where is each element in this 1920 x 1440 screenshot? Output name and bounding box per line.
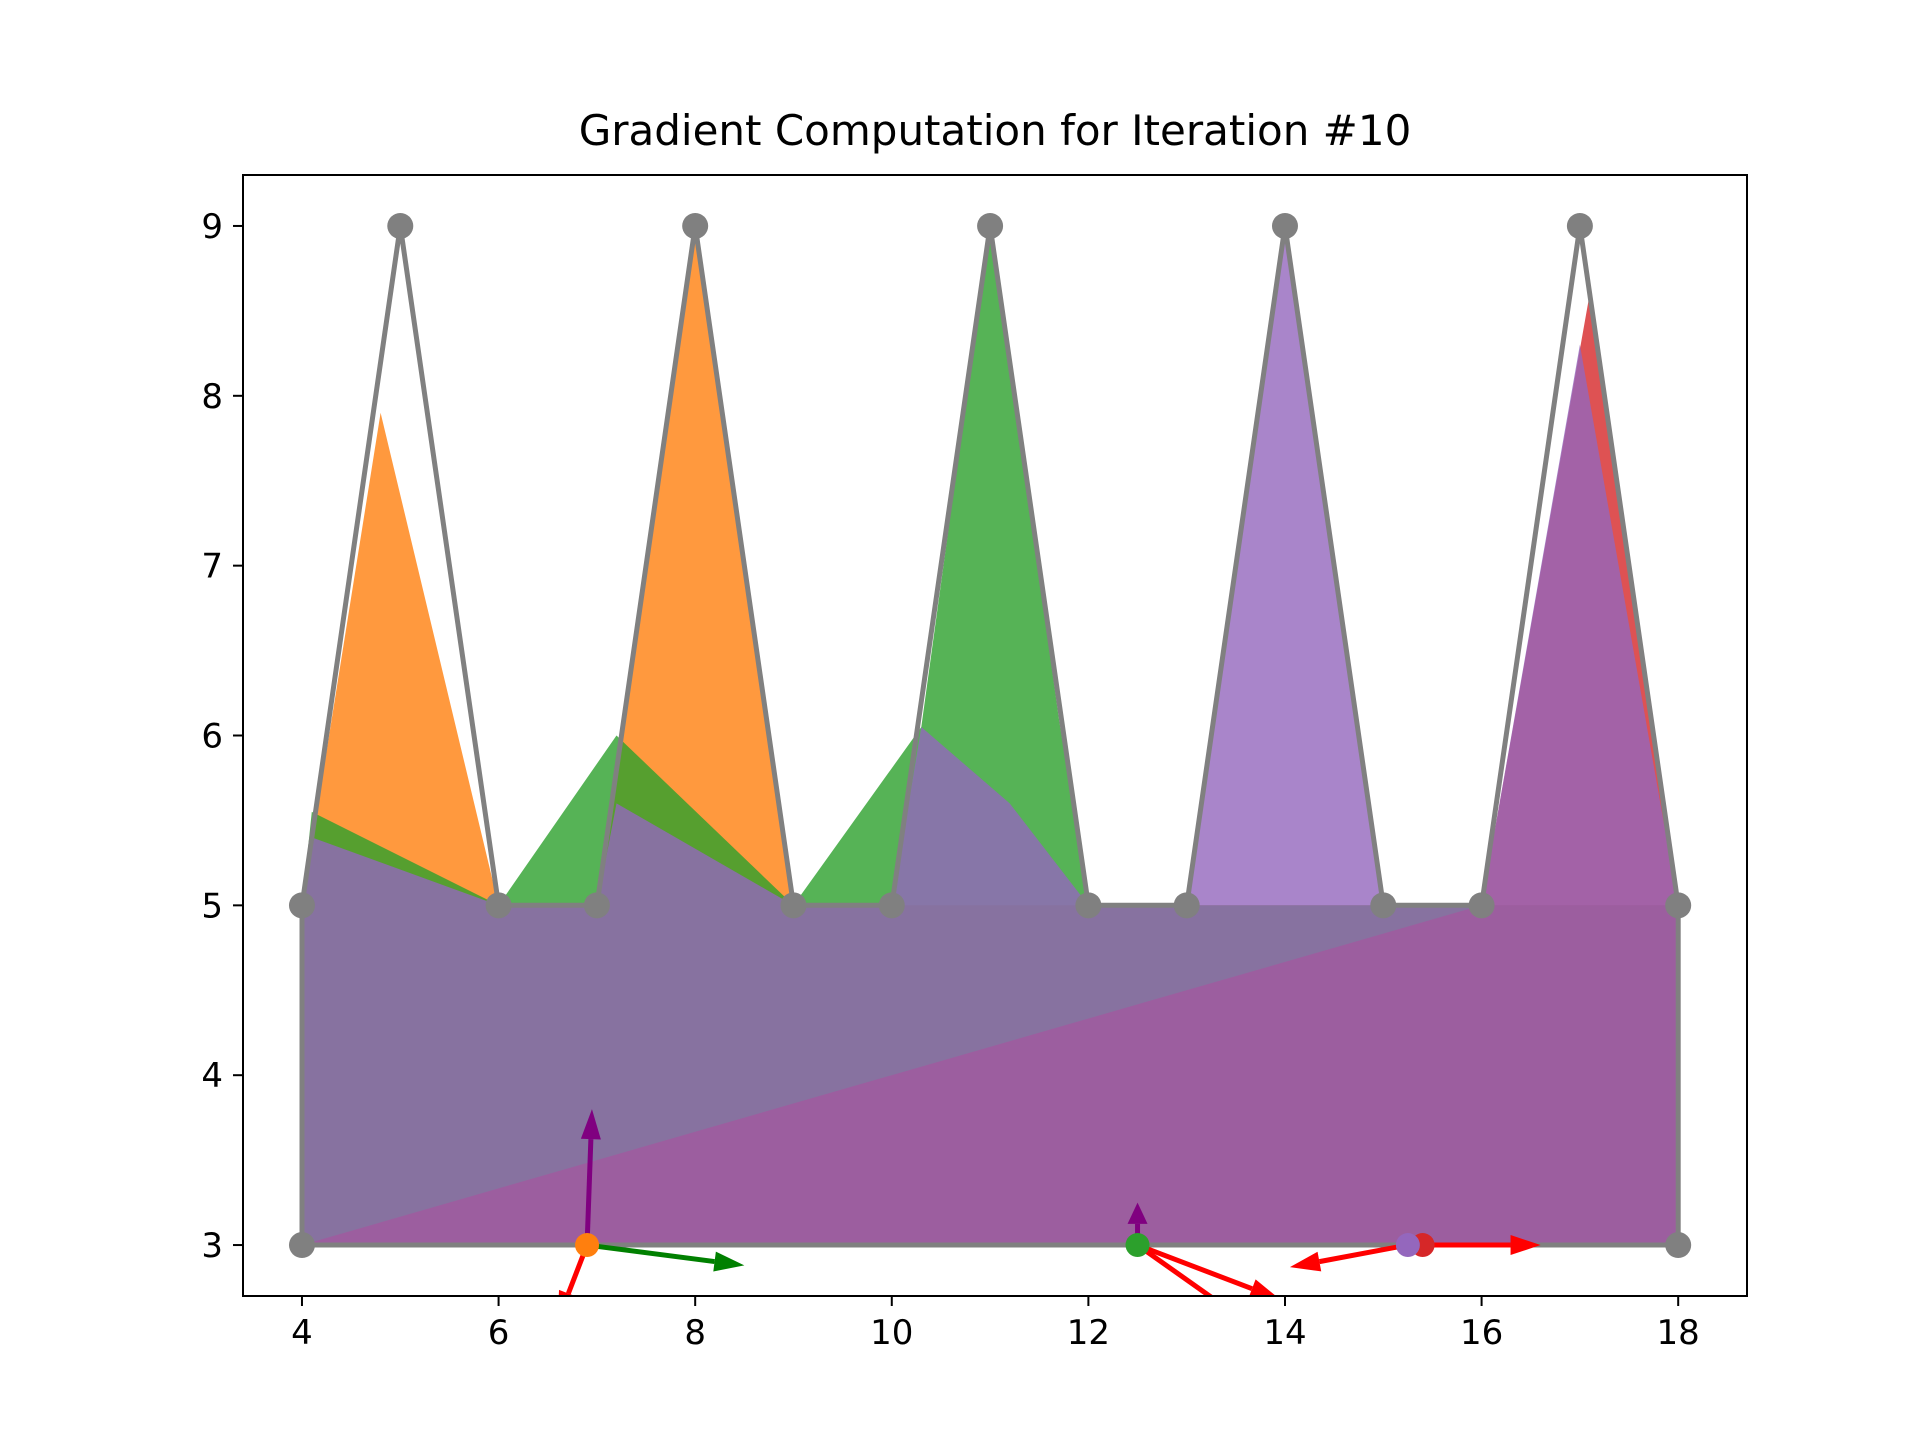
x-tick-label: 14: [1263, 1313, 1306, 1353]
outline-vertex: [288, 892, 315, 919]
gradient-arrow-7: [1422, 1235, 1541, 1256]
arrow-head: [1289, 1251, 1322, 1272]
x-tick-label: 10: [870, 1313, 913, 1353]
gradient-arrow-6: [1289, 1242, 1409, 1272]
y-tick-label: 9: [201, 207, 223, 247]
y-tick-label: 7: [201, 547, 223, 587]
outline-vertex: [1271, 212, 1298, 239]
arrow-shaft: [1136, 1242, 1253, 1292]
arrow-head: [1127, 1202, 1148, 1224]
x-tick-label: 6: [488, 1313, 510, 1353]
y-tick-label: 3: [201, 1226, 223, 1266]
outline-vertex: [1665, 892, 1692, 919]
target-outline: [288, 212, 1692, 1259]
outline-vertex: [288, 1232, 315, 1259]
arrow-shaft: [1136, 1243, 1214, 1296]
outline-vertex: [780, 892, 807, 919]
y-axis: 3 4 5 6 7 8 9: [201, 207, 243, 1266]
arrow-shaft: [586, 1242, 715, 1265]
y-tick-label: 8: [201, 377, 223, 417]
x-tick-label: 16: [1460, 1313, 1503, 1353]
gradient-arrow-1: [586, 1242, 745, 1272]
outline-vertex: [485, 892, 512, 919]
series-fill-3: [302, 226, 1679, 1245]
outline-vertex: [878, 892, 905, 919]
outline-vertex: [1075, 892, 1102, 919]
x-axis: 4 6 8 10 12 14 16 18: [291, 1296, 1700, 1353]
arrow-head: [1249, 1279, 1276, 1296]
outline-vertex: [583, 892, 610, 919]
x-tick-label: 8: [684, 1313, 706, 1353]
point-markers: [575, 1233, 1435, 1258]
x-tick-label: 18: [1657, 1313, 1700, 1353]
y-tick-label: 6: [201, 717, 223, 757]
y-tick-label: 4: [201, 1056, 223, 1096]
data-point-0: [575, 1233, 600, 1258]
outline-line: [299, 223, 1681, 1248]
arrow-head: [1510, 1235, 1541, 1256]
outline-vertex: [682, 212, 709, 239]
data-point-1: [1125, 1233, 1150, 1258]
arrow-head: [558, 1289, 575, 1296]
chart-title: Gradient Computation for Iteration #10: [579, 106, 1412, 155]
arrow-head: [580, 1109, 601, 1140]
outline-vertex: [387, 212, 414, 239]
outline-vertex: [977, 212, 1004, 239]
outline-vertex: [1173, 892, 1200, 919]
gradient-arrow-0: [580, 1109, 601, 1246]
y-tick-label: 5: [201, 886, 223, 926]
x-tick-label: 12: [1067, 1313, 1110, 1353]
arrow-shaft: [1318, 1242, 1409, 1265]
gradient-arrow-4: [1136, 1242, 1276, 1296]
data-point-3: [1395, 1233, 1420, 1258]
arrow-shaft: [584, 1139, 594, 1246]
outline-vertex: [1468, 892, 1495, 919]
outline-vertex: [1566, 212, 1593, 239]
outline-vertex: [1370, 892, 1397, 919]
outline-vertex: [1665, 1232, 1692, 1259]
x-tick-label: 4: [291, 1313, 313, 1353]
arrow-head: [713, 1251, 745, 1272]
series-fills: [302, 226, 1679, 1245]
